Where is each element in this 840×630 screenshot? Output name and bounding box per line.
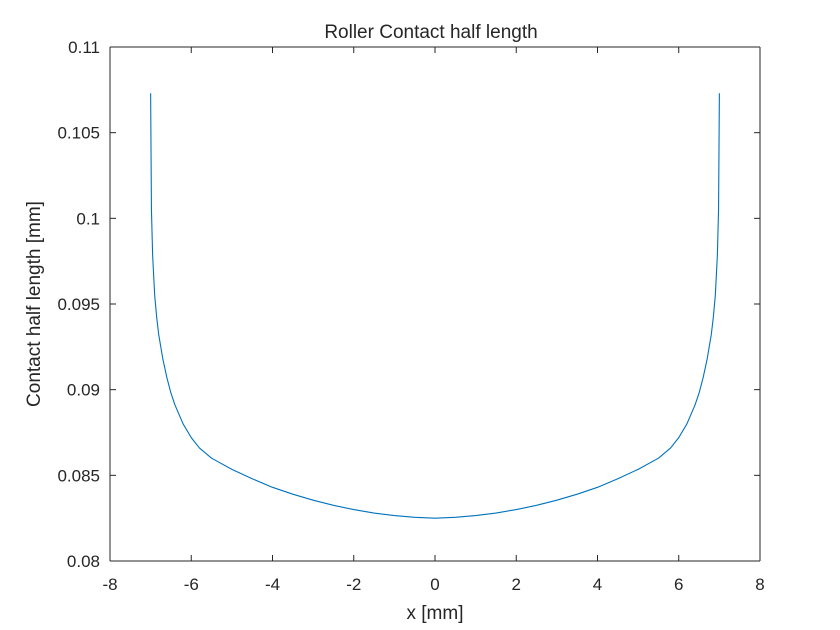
y-tick-label: 0.09 — [67, 381, 100, 400]
x-tick-label: -8 — [102, 575, 117, 594]
chart-title: Roller Contact half length — [324, 22, 537, 43]
x-tick-label: 8 — [755, 575, 764, 594]
plot-area — [110, 47, 760, 561]
series-line — [150, 93, 720, 519]
y-tick-label: 0.085 — [57, 466, 100, 485]
y-tick-label: 0.08 — [67, 552, 100, 571]
x-tick-label: -4 — [265, 575, 280, 594]
y-tick-label: 0.11 — [68, 38, 100, 57]
y-tick-label: 0.105 — [57, 124, 100, 143]
x-tick-label: 6 — [674, 575, 683, 594]
series-group — [150, 93, 720, 519]
y-tick-label: 0.1 — [76, 209, 100, 228]
y-axis-ticks: 0.08 0.085 0.09 0.095 0.1 0.105 0.11 — [57, 38, 760, 571]
x-axis-ticks: -8 -6 -4 -2 0 2 4 6 8 — [102, 47, 765, 594]
x-tick-label: 4 — [593, 575, 602, 594]
y-axis-label: Contact half length [mm] — [24, 201, 45, 407]
x-tick-label: 2 — [512, 575, 521, 594]
x-tick-label: 0 — [430, 575, 439, 594]
y-tick-label: 0.095 — [57, 295, 100, 314]
x-tick-label: -6 — [184, 575, 199, 594]
x-tick-label: -2 — [346, 575, 361, 594]
x-axis-label: x [mm] — [407, 603, 464, 624]
